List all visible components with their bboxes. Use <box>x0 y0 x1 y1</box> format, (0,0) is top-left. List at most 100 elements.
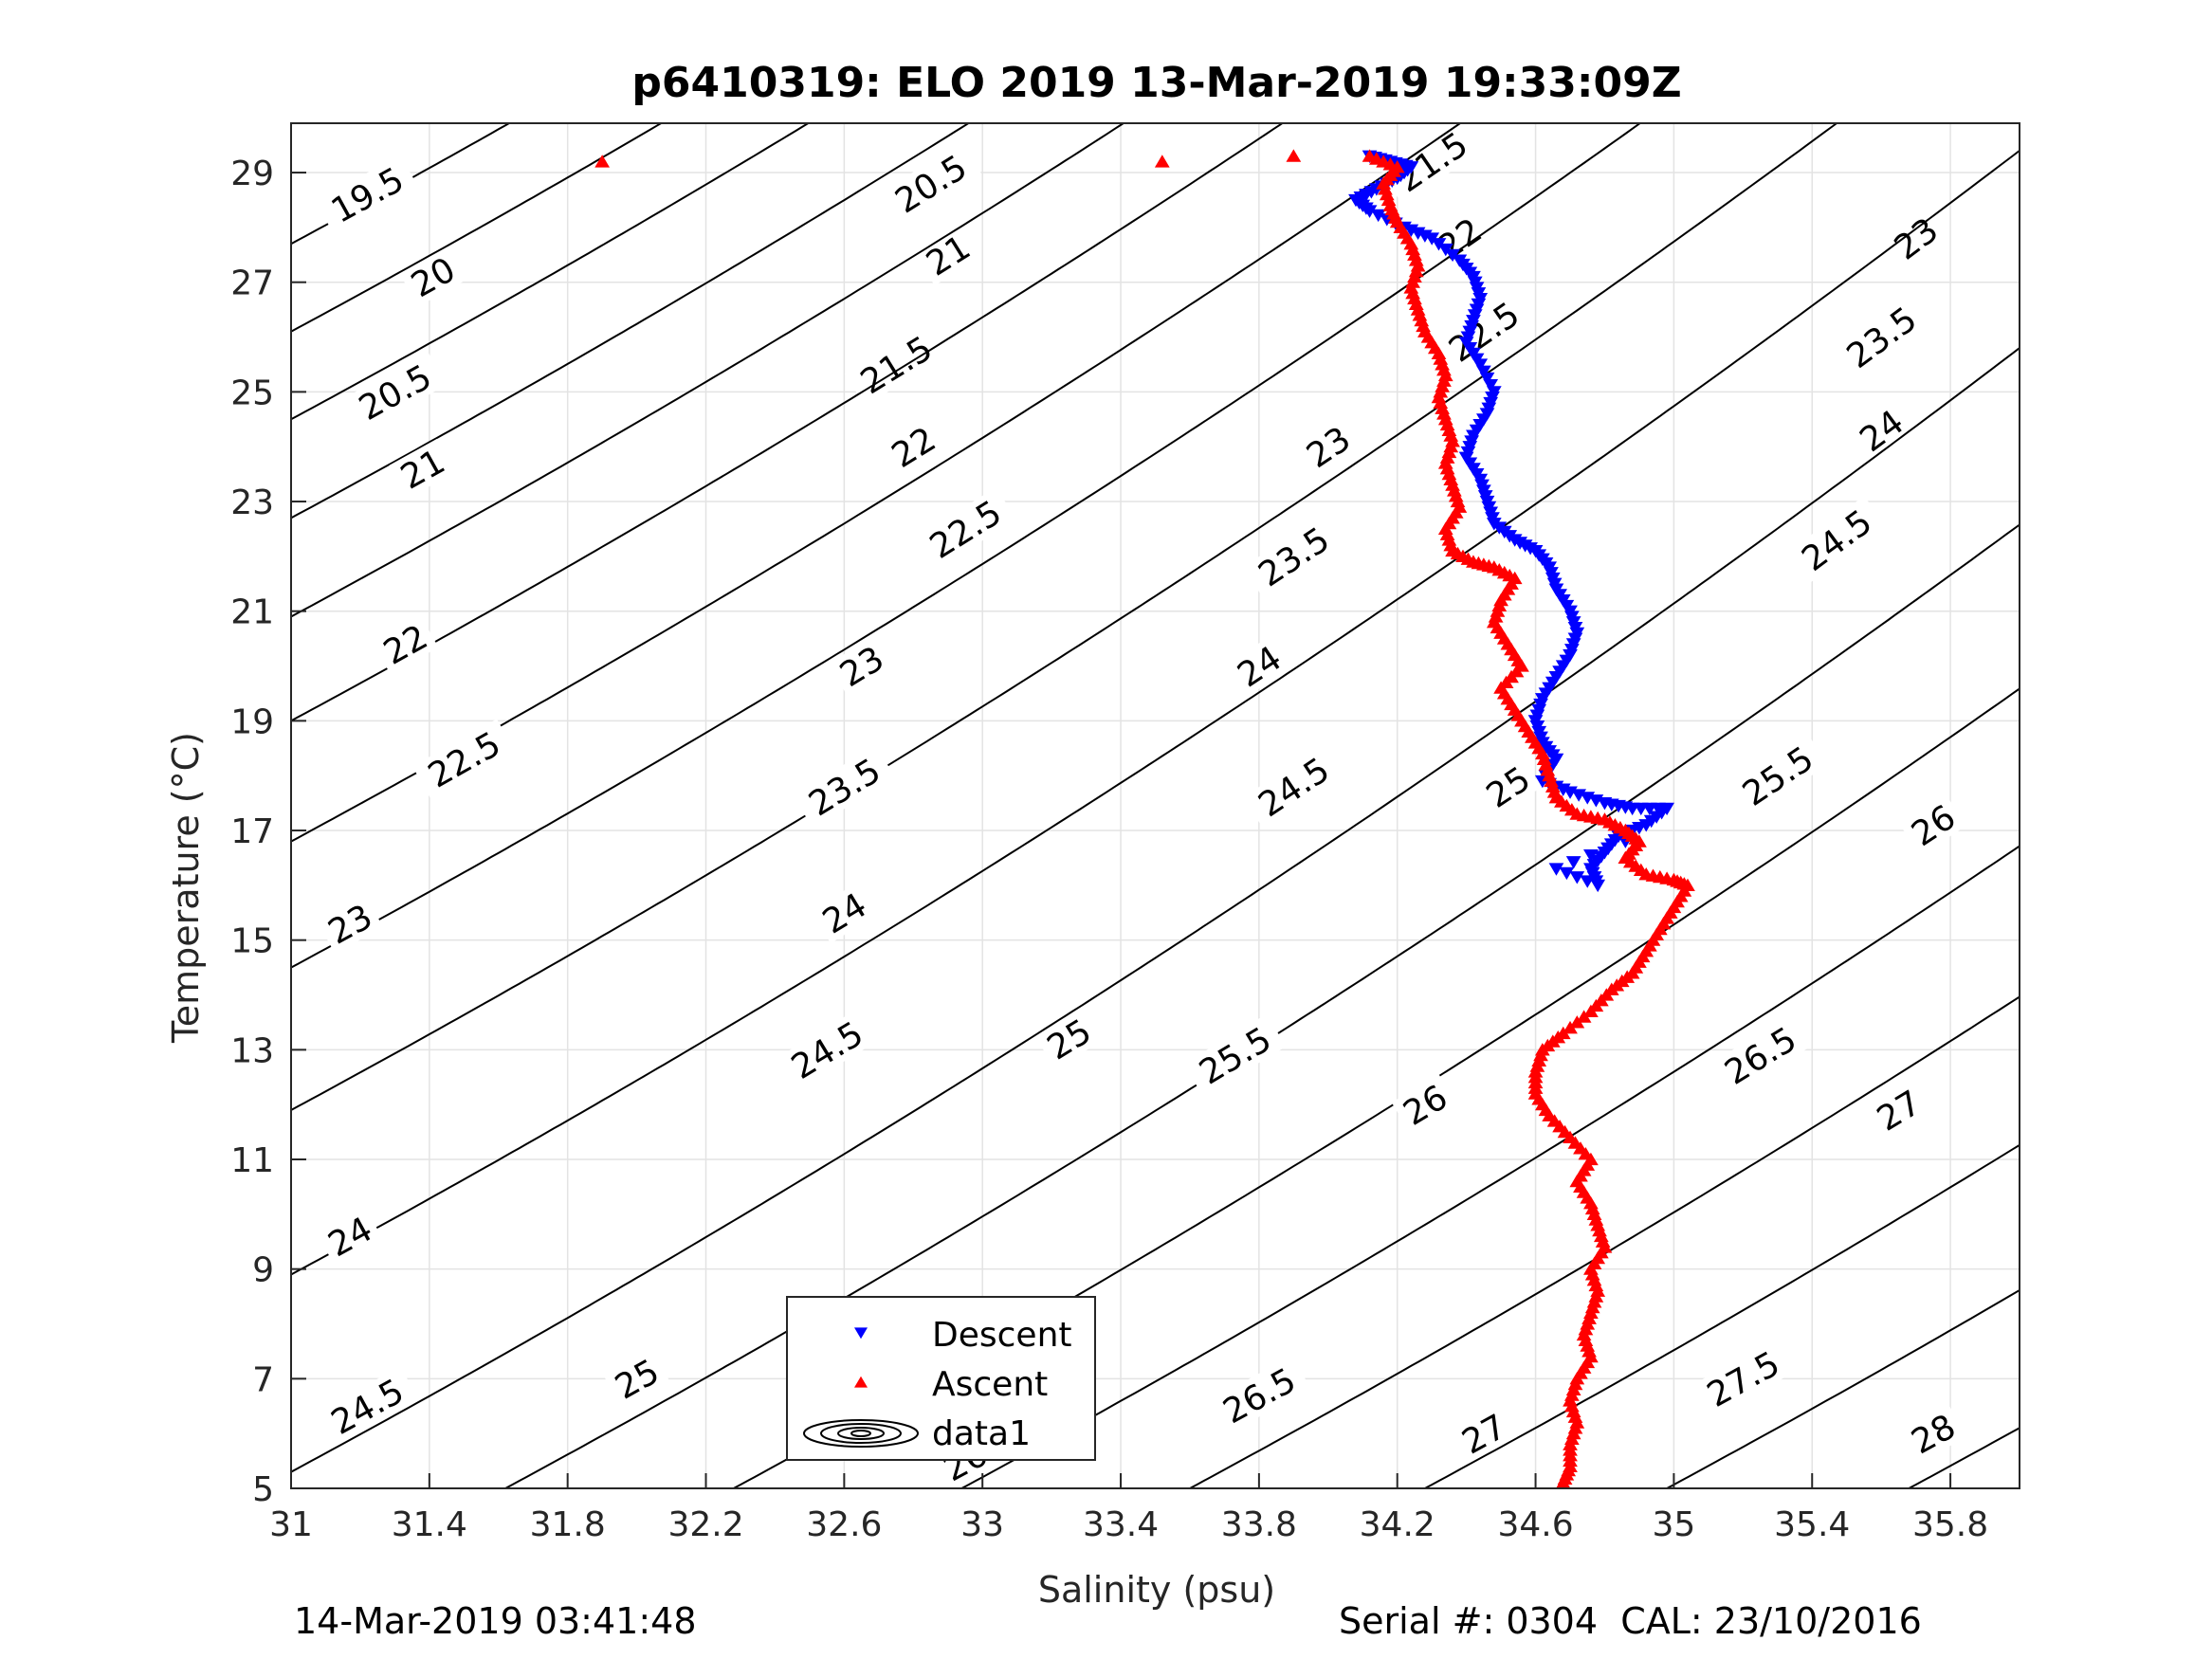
contour-label: 26.5 <box>1709 1013 1812 1097</box>
contour-label-bg <box>389 438 456 499</box>
contour-line <box>291 123 1642 969</box>
contour-label: 28 <box>1899 1403 1966 1464</box>
contour-label-bg <box>372 613 439 674</box>
contour-line <box>291 150 2020 1276</box>
x-axis-label: Salinity (psu) <box>1038 1569 1275 1611</box>
ascent-point <box>1583 1004 1599 1017</box>
contour-line <box>291 123 1838 1111</box>
descent-point <box>1479 372 1495 386</box>
legend-label: data1 <box>932 1414 1031 1453</box>
contour-label-bg <box>1242 743 1344 830</box>
y-tick-label: 11 <box>230 1141 274 1180</box>
contour-label-bg <box>879 141 982 226</box>
contour-label-bg <box>776 1008 879 1091</box>
contour-label-text: 26 <box>1905 798 1963 855</box>
data-series <box>594 149 1695 1488</box>
contour-label-bg <box>1865 1079 1932 1141</box>
contour-label: 27.5 <box>1691 1339 1795 1419</box>
ascent-point <box>594 155 611 168</box>
descent-point <box>1483 379 1499 392</box>
y-axis-label: Temperature (°C) <box>165 732 207 1044</box>
legend-marker-icon <box>854 1327 868 1340</box>
contour-label-bg <box>1474 756 1542 818</box>
contour-label-bg <box>845 322 947 407</box>
contour-label-bg <box>1831 293 1932 381</box>
legend-marker-icon <box>854 1376 868 1388</box>
contour-label: 23 <box>1294 415 1362 478</box>
legend-contour-icon <box>803 1419 919 1448</box>
contour-label-bg <box>811 882 878 943</box>
contour-label-bg <box>1183 1013 1287 1097</box>
contour-line <box>291 123 1285 722</box>
contour-label-bg <box>1207 1355 1311 1435</box>
descent-point <box>1600 842 1617 856</box>
x-tick-label: 31.8 <box>530 1505 606 1544</box>
x-tick-label: 34.6 <box>1497 1505 1573 1544</box>
contour-label: 23 <box>316 893 384 954</box>
contour-label-bg <box>914 487 1016 571</box>
contour-label-bg <box>1035 1008 1103 1070</box>
contour-label: 23.5 <box>1242 513 1344 599</box>
contour-label-bg <box>1709 1013 1812 1097</box>
contour-label: 22 <box>880 415 947 478</box>
contour-label-bg <box>315 1366 419 1447</box>
contour-line <box>291 123 811 421</box>
contour-label: 23 <box>828 635 895 697</box>
contour-label-bg <box>1294 415 1362 478</box>
y-tick-label: 27 <box>230 264 274 303</box>
contour-label-bg <box>603 1348 670 1409</box>
x-tick-label: 35.4 <box>1774 1505 1850 1544</box>
legend-item-descent: Descent <box>854 1316 1072 1355</box>
x-tick-label: 31.4 <box>392 1505 467 1544</box>
contour-label-bg <box>1882 207 1949 270</box>
contour-label: 20 <box>399 246 466 307</box>
series-ascent <box>594 149 1695 1488</box>
descent-point <box>1569 871 1585 884</box>
contour-label: 26 <box>1391 1074 1459 1136</box>
contour-label: 24 <box>1225 634 1293 698</box>
descent-point <box>1559 866 1575 881</box>
y-tick-label: 29 <box>230 155 274 193</box>
contour-label: 23 <box>1882 207 1949 270</box>
contour-line <box>960 845 2020 1488</box>
contour-28: 28 <box>1899 1403 2020 1488</box>
x-tick-label: 35.8 <box>1912 1505 1988 1544</box>
contour-label: 24.5 <box>1785 496 1887 584</box>
contour-label: 23.5 <box>1831 293 1932 381</box>
legend-label: Ascent <box>932 1365 1048 1404</box>
ascent-point <box>1563 1020 1578 1034</box>
contour-label: 24 <box>316 1206 384 1267</box>
contour-label: 21 <box>389 438 456 499</box>
contour-label: 25.5 <box>1183 1013 1287 1097</box>
footer-timestamp: 14-Mar-2019 03:41:48 <box>294 1600 697 1642</box>
y-tick-label: 21 <box>230 593 274 632</box>
descent-point <box>1580 875 1596 888</box>
contour-label-bg <box>412 719 516 800</box>
plot-area-frame <box>290 122 2020 1489</box>
contour-label-bg <box>1225 634 1293 698</box>
contour-label-bg <box>1785 496 1887 584</box>
contour-label-bg <box>828 635 895 697</box>
y-tick-label: 17 <box>230 812 274 851</box>
contour-label-bg <box>914 224 981 286</box>
ascent-point <box>1569 1015 1585 1029</box>
contour-line <box>291 123 664 333</box>
contour-label: 24 <box>1847 398 1915 463</box>
contour-label-bg <box>793 745 896 829</box>
descent-point <box>1472 358 1489 372</box>
contour-label: 20.5 <box>343 352 447 432</box>
contour-label-bg <box>1899 1403 1966 1464</box>
contour-label-bg <box>315 155 419 235</box>
x-tick-label: 33 <box>960 1505 1004 1544</box>
contour-label: 21.5 <box>845 322 947 407</box>
x-tick-label: 33.4 <box>1083 1505 1159 1544</box>
chart-title: p6410319: ELO 2019 13-Mar-2019 19:33:09Z <box>631 59 1681 107</box>
y-tick-label: 9 <box>252 1251 274 1290</box>
x-tick-label: 32.6 <box>806 1505 882 1544</box>
contour-label-bg <box>880 415 947 478</box>
contour-label: 22.5 <box>412 719 516 800</box>
contour-label-bg <box>1899 793 1967 856</box>
legend-contour-icon <box>820 1423 902 1444</box>
legend-label: Descent <box>932 1316 1072 1355</box>
y-tick-label: 5 <box>252 1470 274 1509</box>
